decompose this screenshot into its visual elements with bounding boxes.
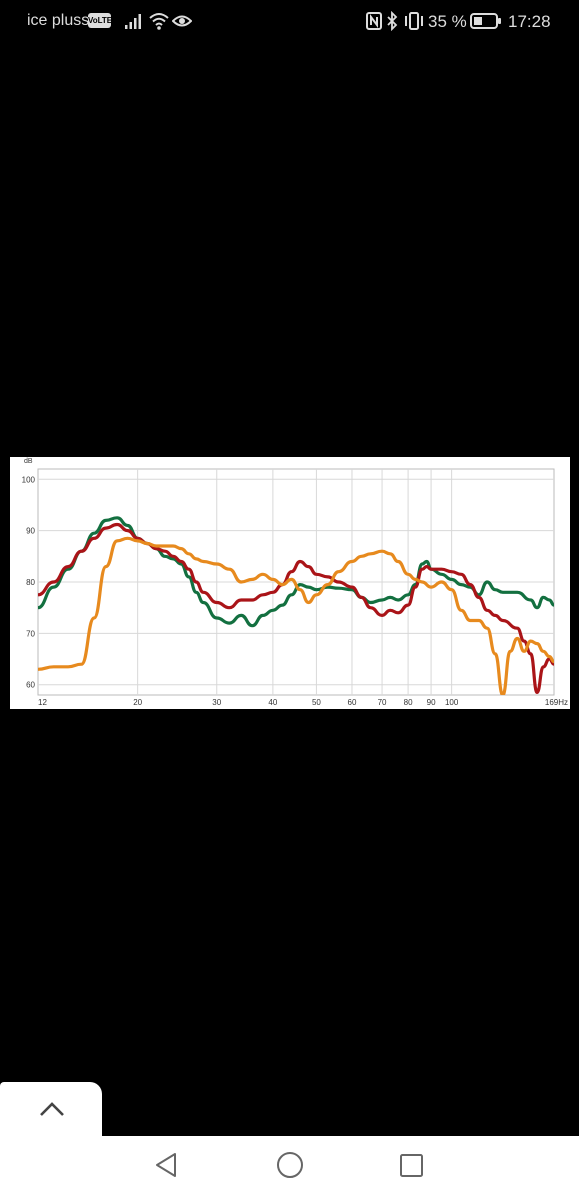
volte-badge: VoLTE [88,13,112,28]
series-line-orange [38,536,554,695]
x-tick-label: 60 [348,698,357,707]
status-bar: ice pluss VoLTE 35 % 17:28 [0,0,579,44]
scroll-up-button[interactable] [0,1082,102,1136]
navigation-bar [0,1136,579,1200]
nfc-icon [366,12,382,30]
back-icon[interactable] [152,1150,180,1180]
x-tick-label: 70 [378,698,387,707]
clock: 17:28 [508,12,551,31]
x-tick-label: 80 [404,698,413,707]
y-axis-label: dB [24,458,33,465]
vibrate-icon [405,12,423,30]
battery-percent: 35 % [428,12,467,31]
y-tick-label: 90 [26,527,35,536]
chevron-up-icon [40,1102,64,1116]
x-tick-label: 12 [38,698,47,707]
home-icon[interactable] [275,1150,305,1180]
carrier-name: ice pluss [27,12,90,29]
x-tick-label: 40 [268,698,277,707]
chart-canvas: 100 90 80 70 60 dB 12 20 30 40 50 60 70 80 90 100 169Hz [22,458,568,707]
x-tick-label: 90 [427,698,436,707]
y-tick-label: 60 [26,681,35,690]
signal-icon [125,14,141,29]
battery-icon [470,13,501,29]
frequency-response-chart: 100 90 80 70 60 dB 12 20 30 40 50 60 70 80 90 100 169Hz [10,457,570,709]
y-tick-label: 70 [26,629,35,638]
bluetooth-icon [387,11,398,31]
y-tick-label: 100 [22,475,36,484]
x-tick-label: 20 [133,698,142,707]
eye-comfort-icon [172,15,192,27]
x-tick-label: 100 [445,698,459,707]
x-tick-label: 30 [212,698,221,707]
x-tick-label: 50 [312,698,321,707]
y-tick-label: 80 [26,578,35,587]
wifi-icon [149,13,169,30]
x-tick-label: 169Hz [545,698,568,707]
recents-icon[interactable] [398,1150,426,1180]
